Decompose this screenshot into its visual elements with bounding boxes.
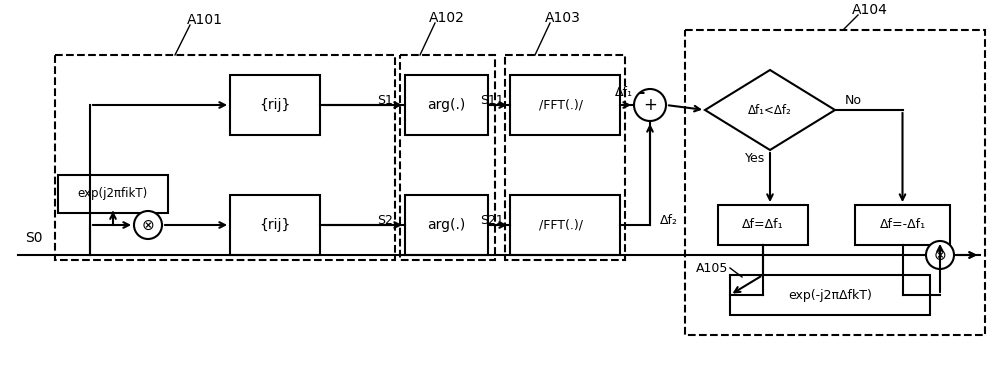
Text: arg(.): arg(.) bbox=[427, 98, 466, 112]
Text: Δf=-Δf₁: Δf=-Δf₁ bbox=[879, 219, 926, 232]
Circle shape bbox=[134, 211, 162, 239]
Bar bbox=[510, 75, 620, 135]
Text: S1: S1 bbox=[377, 93, 393, 107]
Text: No: No bbox=[845, 93, 862, 107]
Text: S21: S21 bbox=[480, 213, 504, 227]
Bar bbox=[505, 55, 625, 260]
Bar bbox=[730, 275, 930, 315]
Text: A103: A103 bbox=[545, 11, 581, 25]
Circle shape bbox=[926, 241, 954, 269]
Bar bbox=[510, 195, 620, 255]
Text: {rij}: {rij} bbox=[259, 98, 291, 112]
Text: Δf=Δf₁: Δf=Δf₁ bbox=[742, 219, 784, 232]
Text: S2: S2 bbox=[377, 213, 393, 227]
Text: A101: A101 bbox=[187, 13, 223, 27]
Text: ⊗: ⊗ bbox=[142, 217, 154, 232]
Text: Δf₂: Δf₂ bbox=[660, 213, 678, 227]
Bar bbox=[230, 75, 320, 135]
Text: A104: A104 bbox=[852, 3, 888, 17]
Text: Δf₁: Δf₁ bbox=[615, 86, 633, 100]
Text: A102: A102 bbox=[429, 11, 465, 25]
Bar bbox=[230, 195, 320, 255]
Bar bbox=[855, 205, 950, 245]
Bar bbox=[405, 75, 488, 135]
Text: ⊗: ⊗ bbox=[934, 247, 946, 262]
Text: /FFT(.)/: /FFT(.)/ bbox=[539, 219, 591, 232]
Text: {rij}: {rij} bbox=[259, 218, 291, 232]
Text: Δf₁<Δf₂: Δf₁<Δf₂ bbox=[748, 104, 792, 116]
Text: S0: S0 bbox=[25, 231, 42, 245]
Circle shape bbox=[634, 89, 666, 121]
Text: -: - bbox=[638, 86, 644, 101]
Bar bbox=[55, 55, 395, 260]
Text: A105: A105 bbox=[696, 262, 728, 276]
Bar bbox=[405, 195, 488, 255]
Text: exp(-j2πΔfkT): exp(-j2πΔfkT) bbox=[788, 288, 872, 302]
Bar bbox=[685, 30, 985, 335]
Text: /FFT(.)/: /FFT(.)/ bbox=[539, 98, 591, 112]
Text: arg(.): arg(.) bbox=[427, 218, 466, 232]
Text: Yes: Yes bbox=[745, 152, 765, 164]
Text: S11: S11 bbox=[480, 93, 504, 107]
Bar bbox=[718, 205, 808, 245]
Bar bbox=[58, 175, 168, 213]
Bar bbox=[400, 55, 495, 260]
Text: +: + bbox=[643, 96, 657, 114]
Text: exp(j2πfikT): exp(j2πfikT) bbox=[78, 187, 148, 201]
